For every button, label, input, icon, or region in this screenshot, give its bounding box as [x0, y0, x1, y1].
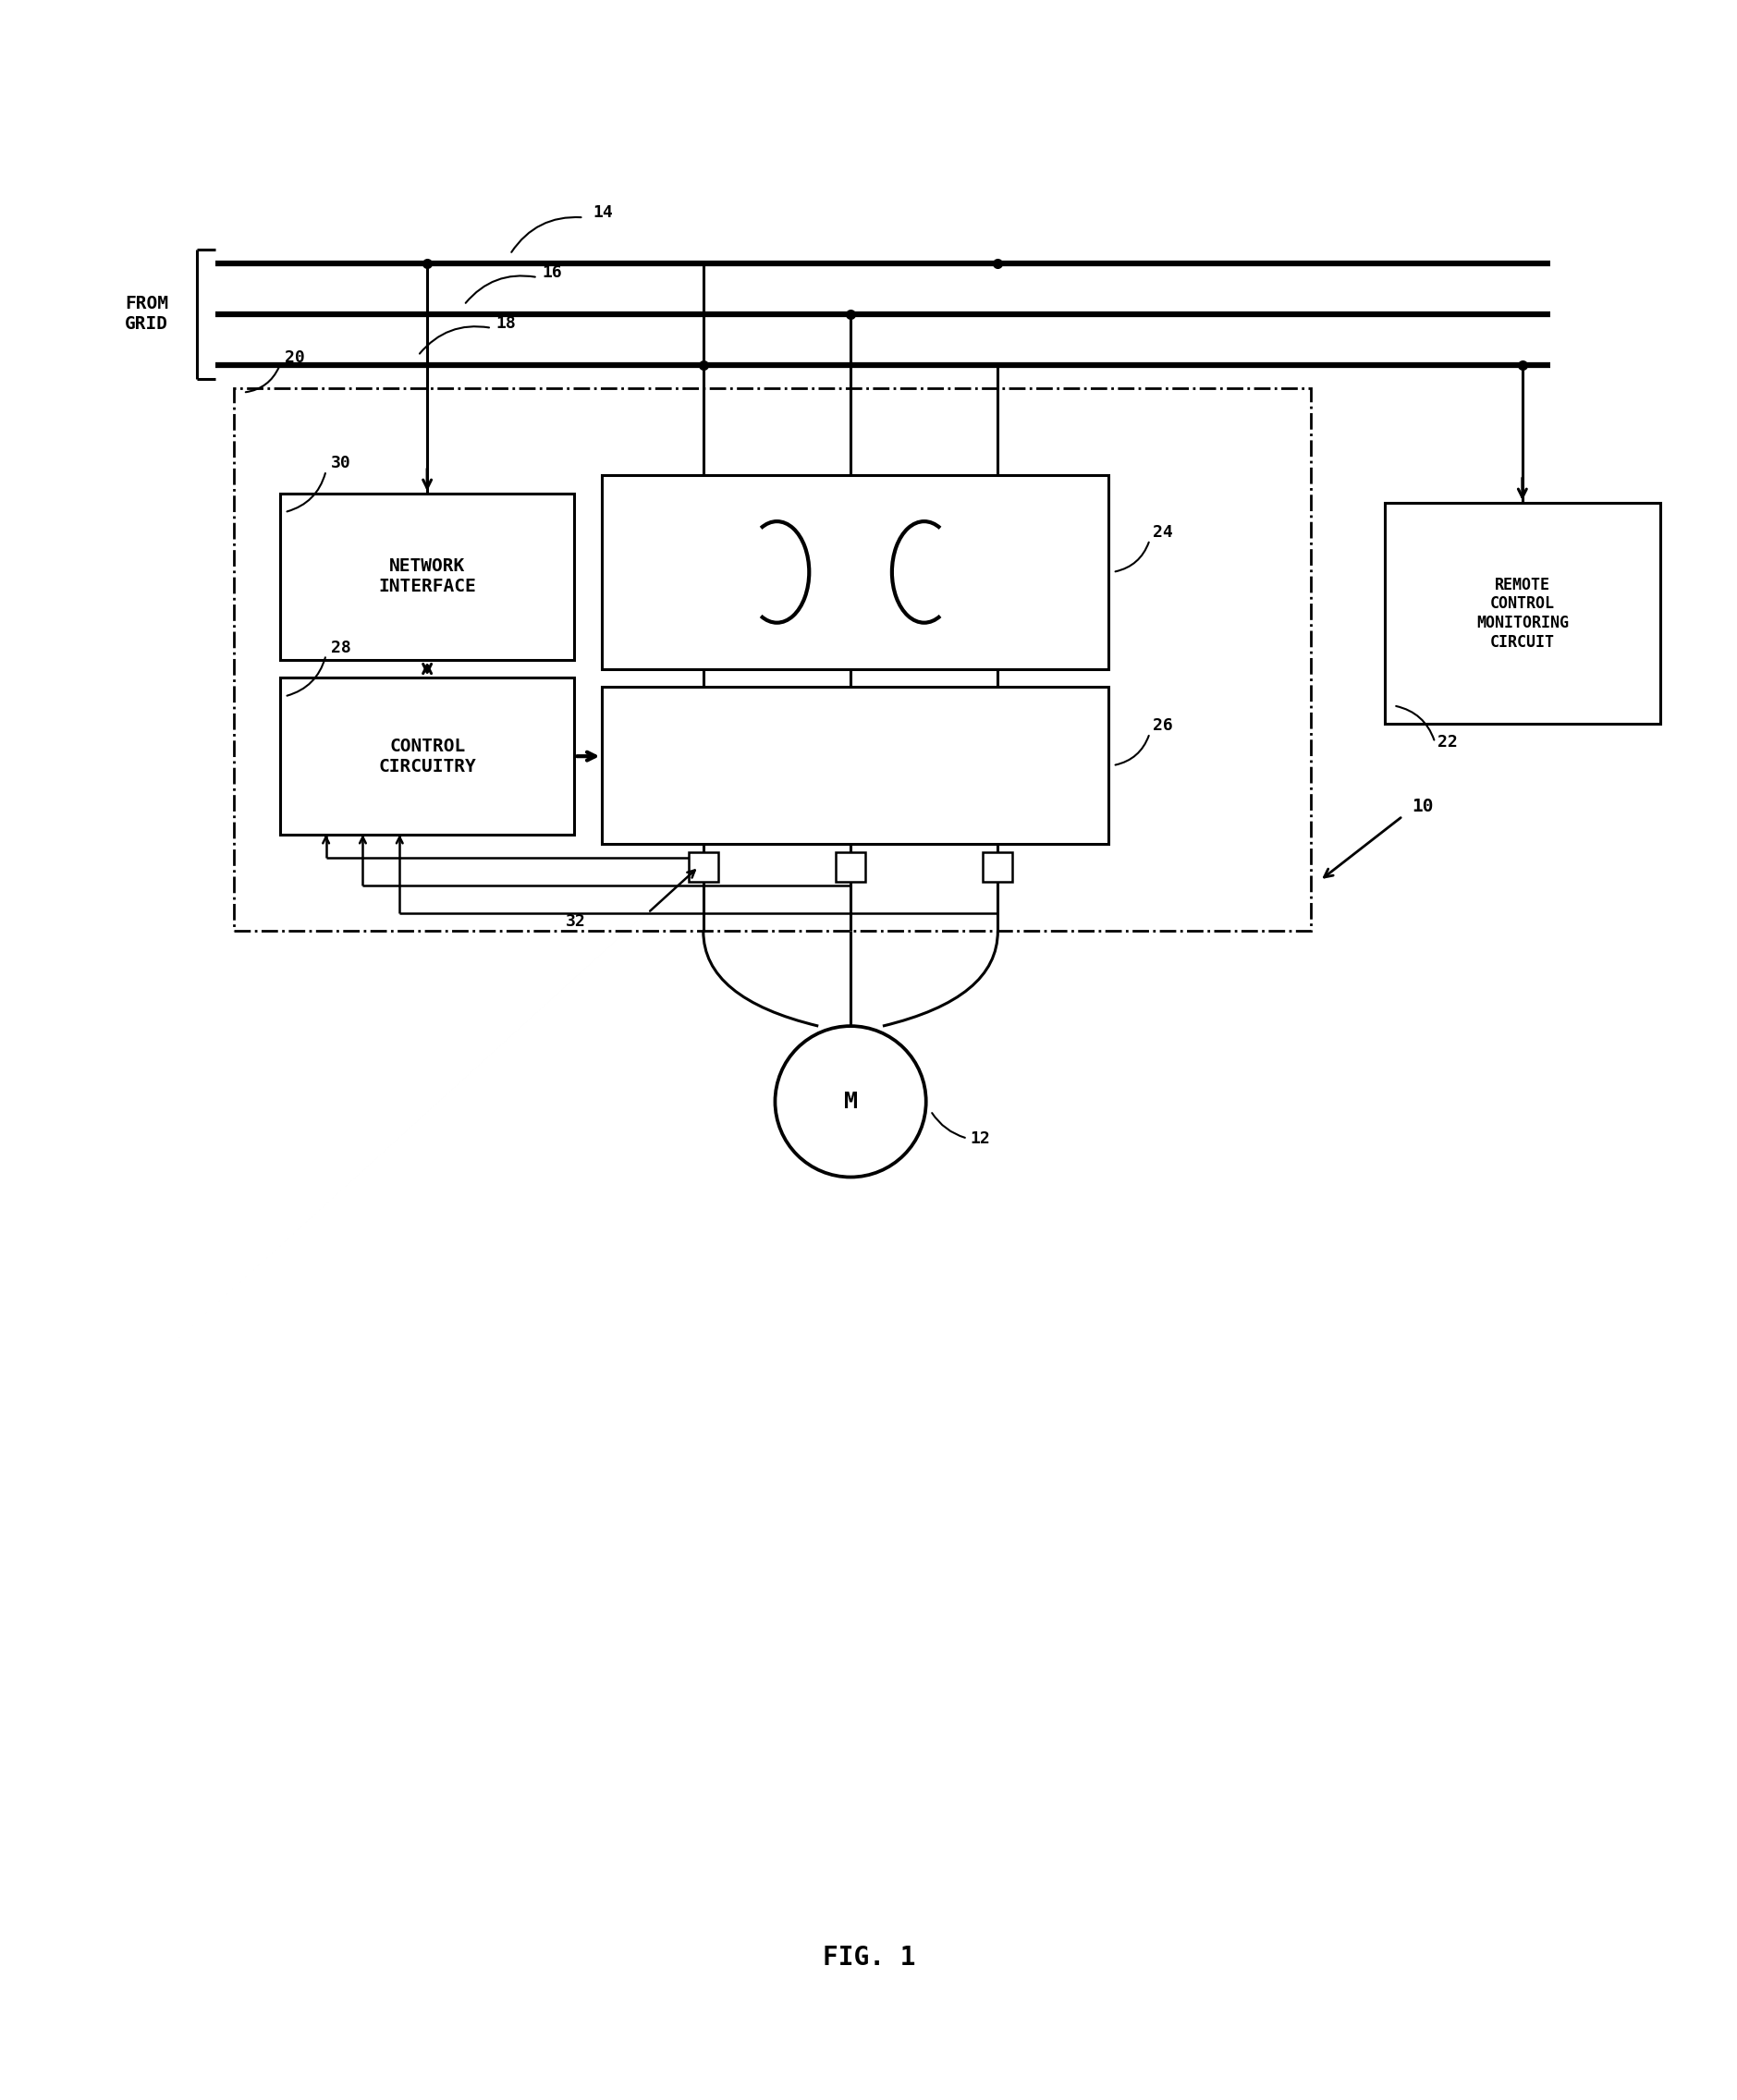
Text: CONTROL
CIRCUITRY: CONTROL CIRCUITRY — [379, 737, 476, 775]
Text: 22: 22 — [1438, 735, 1457, 750]
Bar — [234, 388, 1311, 930]
Circle shape — [775, 1027, 926, 1178]
Text: 18: 18 — [497, 315, 516, 332]
Text: 30: 30 — [330, 456, 351, 473]
Text: 10: 10 — [1412, 798, 1433, 815]
Text: 20: 20 — [285, 349, 304, 365]
Text: FROM
GRID: FROM GRID — [125, 296, 168, 334]
Bar — [603, 475, 1108, 668]
Text: 28: 28 — [330, 638, 351, 655]
Bar — [280, 678, 575, 834]
Text: 12: 12 — [971, 1130, 990, 1147]
Bar — [835, 853, 865, 882]
Bar — [1384, 504, 1661, 724]
Text: FIG. 1: FIG. 1 — [823, 1945, 915, 1972]
Bar — [983, 853, 1013, 882]
Text: 32: 32 — [565, 914, 585, 930]
Text: 24: 24 — [1152, 525, 1172, 542]
Text: REMOTE
CONTROL
MONITORING
CIRCUIT: REMOTE CONTROL MONITORING CIRCUIT — [1476, 575, 1569, 651]
Text: NETWORK
INTERFACE: NETWORK INTERFACE — [379, 559, 476, 596]
Text: 16: 16 — [542, 265, 563, 281]
Bar — [280, 494, 575, 659]
Bar — [603, 687, 1108, 844]
Text: 26: 26 — [1152, 718, 1172, 735]
Bar — [688, 853, 717, 882]
Text: 14: 14 — [592, 204, 613, 220]
Text: M: M — [844, 1090, 858, 1113]
